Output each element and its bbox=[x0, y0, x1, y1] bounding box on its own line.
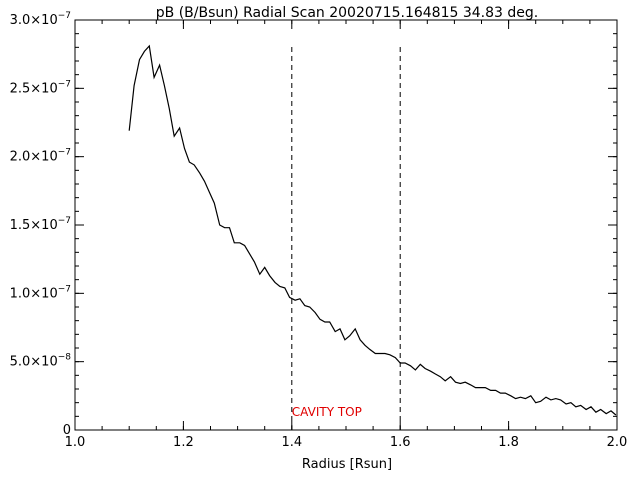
y-tick-label: 2.0×10−7 bbox=[10, 148, 71, 165]
x-tick-label: 1.4 bbox=[281, 435, 302, 450]
y-tick-labels: 0 5.0×10−8 1.0×10−7 1.5×10−7 2.0×10−7 2.5×10−… bbox=[10, 11, 72, 438]
y-tick-label: 3.0×10−7 bbox=[10, 11, 71, 28]
axis-ticks bbox=[74, 19, 618, 431]
chart-title: pB (B/Bsun) Radial Scan 20020715.164815 … bbox=[156, 5, 538, 21]
y-tick-label: 1.0×10−7 bbox=[10, 284, 71, 301]
y-tick-label: 5.0×10−8 bbox=[10, 353, 72, 370]
y-tick-label: 0 bbox=[63, 423, 71, 438]
x-tick-label: 2.0 bbox=[607, 435, 628, 450]
x-tick-label: 1.8 bbox=[498, 435, 519, 450]
x-axis-label: Radius [Rsun] bbox=[302, 457, 392, 472]
x-tick-label: 1.0 bbox=[65, 435, 86, 450]
x-tick-label: 1.6 bbox=[390, 435, 411, 450]
reference-lines bbox=[291, 47, 401, 430]
cavity-top-annotation: CAVITY TOP bbox=[292, 405, 362, 419]
x-tick-label: 1.2 bbox=[173, 435, 194, 450]
x-tick-labels: 1.0 1.2 1.4 1.6 1.8 2.0 bbox=[65, 435, 628, 450]
y-tick-label: 1.5×10−7 bbox=[10, 216, 71, 233]
y-tick-label: 2.5×10−7 bbox=[10, 79, 71, 96]
data-series-line bbox=[128, 44, 617, 416]
plot-area-frame bbox=[74, 19, 618, 431]
